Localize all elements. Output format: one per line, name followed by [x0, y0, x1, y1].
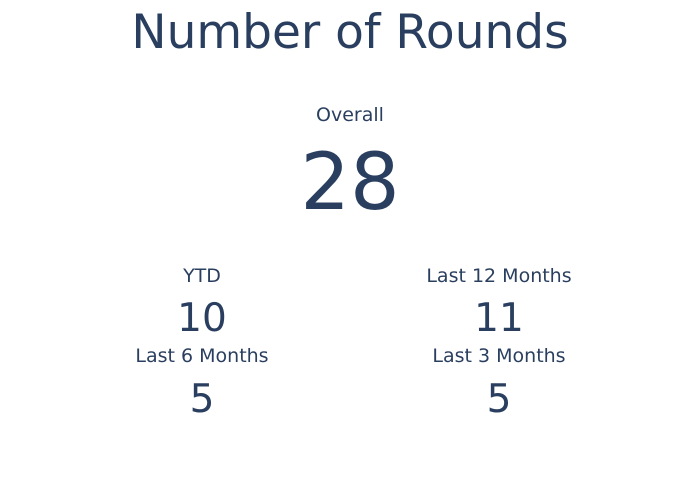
indicator-label-last-12-months: Last 12 Months [426, 265, 572, 287]
indicator-value-overall: 28 [300, 138, 400, 228]
indicator-value-last-12-months: 11 [474, 296, 524, 341]
indicator-label-last-3-months: Last 3 Months [432, 345, 566, 367]
indicator-label-overall: Overall [316, 104, 384, 126]
indicator-label-ytd: YTD [183, 265, 221, 287]
indicator-label-last-6-months: Last 6 Months [135, 345, 269, 367]
indicator-value-last-3-months: 5 [486, 377, 512, 422]
indicator-value-last-6-months: 5 [189, 377, 215, 422]
chart-title: Number of Rounds [131, 5, 569, 60]
indicator-value-ytd: 10 [177, 296, 227, 341]
